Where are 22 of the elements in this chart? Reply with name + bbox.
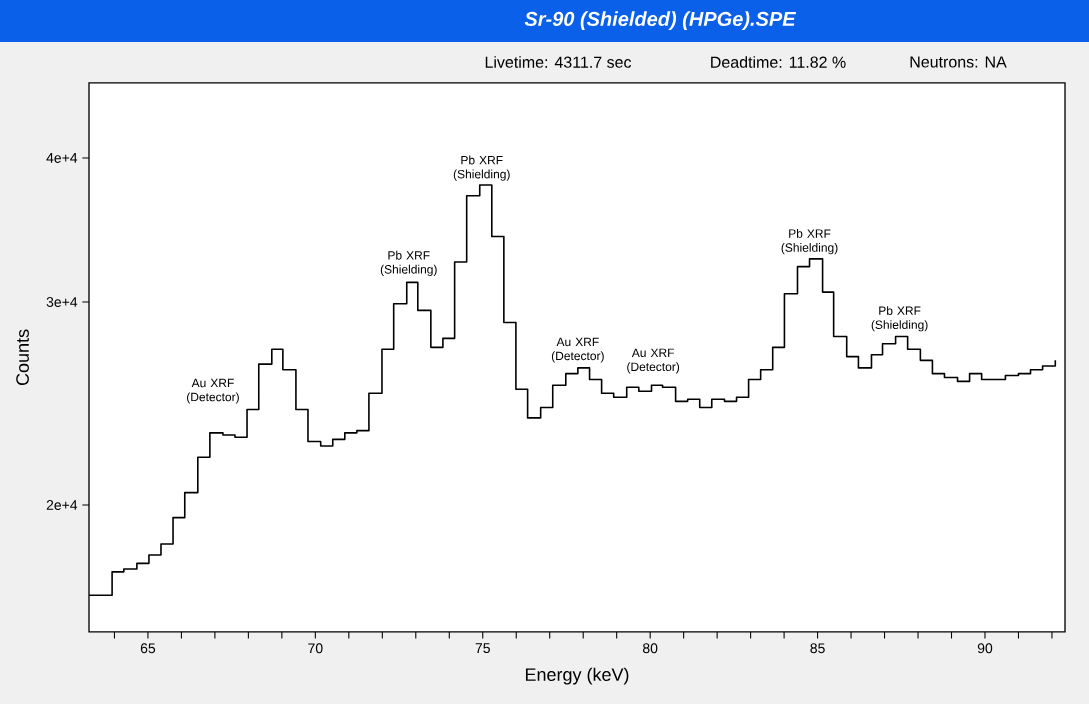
x-tick-label: 80 (642, 643, 658, 654)
text: Deadtime: 11.82 % (711, 56, 846, 68)
x-tick-label: 65 (140, 643, 156, 654)
x-tick-label: 70 (308, 643, 323, 654)
annotation: Pb XRF (Shielding) (781, 229, 838, 255)
x-axis-title: Energy (keV) (525, 667, 629, 685)
annotation: Au XRF (Detector) (551, 337, 604, 363)
annotation: Au XRF (Detector) (187, 378, 239, 404)
annotation: Pb XRF (Shielding) (453, 155, 510, 181)
x-tick-label: 85 (810, 643, 825, 654)
text: Neutrons: NA (910, 56, 1007, 68)
y-tick-label: 4e+4 (46, 153, 78, 163)
annotation: Pb XRF (Shielding) (380, 250, 437, 276)
y-tick-label: 3e+4 (46, 297, 78, 307)
x-tick-label: 75 (475, 643, 490, 654)
annotation: Pb XRF (Shielding) (871, 306, 928, 332)
y-axis-title: Counts (16, 329, 29, 386)
text: Livetime: 4311.7 sec (485, 56, 632, 68)
chart-title: Sr-90 (Shielded) (HPGe).SPE (524, 11, 797, 30)
x-tick-label: 90 (977, 643, 993, 654)
y-tick-label: 2e+4 (46, 500, 78, 510)
annotation: Au XRF (Detector) (627, 348, 680, 374)
